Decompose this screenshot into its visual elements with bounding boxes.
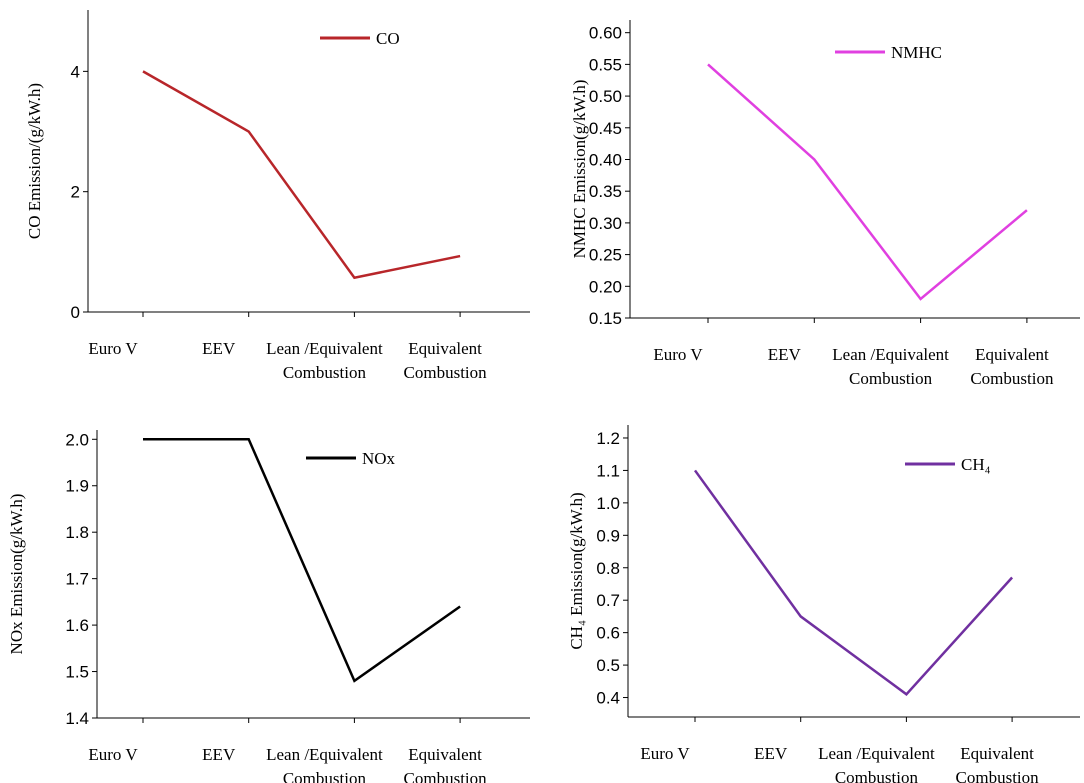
x-tick-label: Euro V <box>88 745 138 764</box>
x-tick-label: Equivalent <box>975 345 1049 364</box>
x-tick-label: Lean /Equivalent <box>832 345 949 364</box>
x-tick-label: Combustion <box>404 769 488 783</box>
legend-label: NMHC <box>891 43 942 62</box>
y-tick-label: 0.50 <box>589 87 622 106</box>
y-tick-label: 0.15 <box>589 309 622 328</box>
y-tick-label: 0.60 <box>589 24 622 43</box>
y-tick-label: 0.45 <box>589 119 622 138</box>
data-line <box>693 469 1014 696</box>
y-tick-label: 0.30 <box>589 214 622 233</box>
y-tick-label: 2.0 <box>65 430 89 449</box>
x-tick-label: Lean /Equivalent <box>266 339 383 358</box>
y-tick-label: 0.40 <box>589 150 622 169</box>
y-tick-label: 0.4 <box>596 689 620 708</box>
chart: 0.4 0.5 0.6 0.7 0.8 0.9 1.0 1.1 1.2 Euro V EEV Lean… <box>567 425 1080 783</box>
x-tick-label: Euro V <box>640 744 690 763</box>
y-axis-label: NOx Emission(g/kW.h) <box>7 494 26 655</box>
x-tick-label: Equivalent <box>408 745 482 764</box>
y-tick-label: 1.7 <box>65 570 89 589</box>
x-tick-label: Combustion <box>849 369 933 388</box>
y-tick-label: 1.1 <box>596 461 620 480</box>
y-tick-label: 1.5 <box>65 663 89 682</box>
y-tick-label: 0.6 <box>596 624 620 643</box>
y-tick-label: 1.4 <box>65 709 89 728</box>
x-tick-label: Combustion <box>283 363 367 382</box>
y-tick-label: 0 <box>71 303 80 322</box>
x-tick-label: Combustion <box>835 768 919 783</box>
x-tick-label: Lean /Equivalent <box>818 744 935 763</box>
x-tick-label: EEV <box>202 745 236 764</box>
chart: 0 2 4 Euro V EEV Lean /Equivalent Combustion Eq… <box>25 10 530 382</box>
y-tick-label: 0.5 <box>596 656 620 675</box>
y-tick-label: 1.8 <box>65 523 89 542</box>
y-axis-label: NMHC Emission(g/kW.h) <box>570 80 589 259</box>
y-axis-label: CH₄ Emission(g/kW.h) <box>567 492 586 649</box>
y-tick-label: 0.7 <box>596 591 620 610</box>
data-line <box>143 438 461 683</box>
data-line <box>707 63 1028 301</box>
legend-label: CO <box>376 29 400 48</box>
x-tick-label: EEV <box>202 339 236 358</box>
y-tick-label: 1.0 <box>596 494 620 513</box>
x-tick-label: Combustion <box>283 769 367 783</box>
x-tick-label: Combustion <box>404 363 488 382</box>
x-tick-label: Euro V <box>653 345 703 364</box>
x-tick-label: EEV <box>754 744 788 763</box>
legend-label: CH₄ <box>961 455 991 474</box>
y-axis-label: CO Emission/(g/kW.h) <box>25 83 44 239</box>
data-line <box>142 70 461 280</box>
x-tick-label: Equivalent <box>408 339 482 358</box>
chart: 0.15 0.20 0.25 0.30 0.35 0.40 0.45 0.50 0.55 0.60… <box>570 20 1080 388</box>
y-tick-label: 4 <box>71 62 80 81</box>
y-tick-label: 0.20 <box>589 277 622 296</box>
y-tick-label: 0.55 <box>589 55 622 74</box>
x-tick-label: Euro V <box>88 339 138 358</box>
y-tick-label: 0.9 <box>596 526 620 545</box>
x-tick-label: Combustion <box>970 369 1054 388</box>
x-tick-label: Equivalent <box>960 744 1034 763</box>
y-tick-label: 2 <box>71 183 80 202</box>
y-tick-label: 0.8 <box>596 559 620 578</box>
y-tick-label: 0.35 <box>589 182 622 201</box>
chart: 1.4 1.5 1.6 1.7 1.8 1.9 2.0 Euro V EEV Lean /Equi… <box>7 430 530 783</box>
y-tick-label: 1.2 <box>596 429 620 448</box>
x-tick-label: Combustion <box>956 768 1040 783</box>
x-tick-label: EEV <box>768 345 802 364</box>
y-tick-label: 1.6 <box>65 616 89 635</box>
legend-label: NOx <box>362 449 396 468</box>
y-tick-label: 1.9 <box>65 477 89 496</box>
x-tick-label: Lean /Equivalent <box>266 745 383 764</box>
y-tick-label: 0.25 <box>589 246 622 265</box>
